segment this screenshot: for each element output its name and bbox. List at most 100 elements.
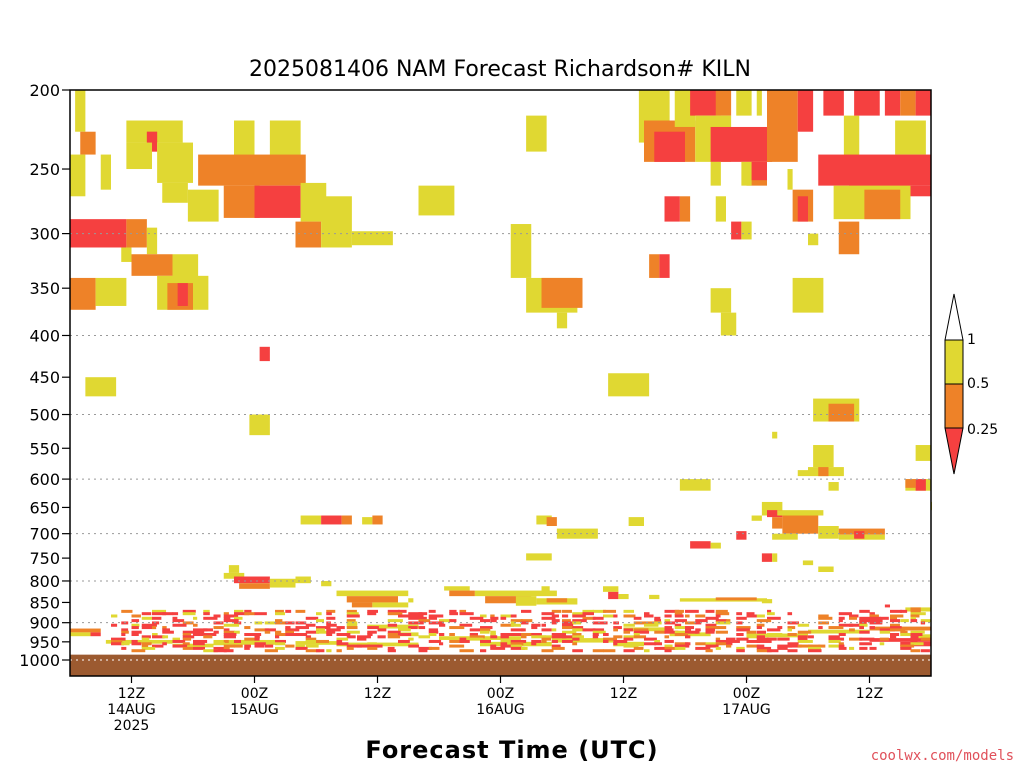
heatmap-streak [418, 621, 424, 625]
heatmap-streak [521, 639, 527, 643]
heatmap-streak [531, 642, 537, 646]
heatmap-cell [767, 90, 798, 162]
heatmap-streak [223, 639, 229, 643]
heatmap-streak [131, 626, 139, 630]
heatmap-streak [920, 619, 931, 623]
heatmap-streak [849, 637, 863, 641]
heatmap-streak [736, 626, 751, 630]
heatmap-streak [859, 630, 870, 634]
heatmap-cell [70, 632, 91, 637]
heatmap-streak [316, 626, 331, 630]
heatmap-streak [510, 614, 517, 618]
heatmap-streak [213, 646, 228, 650]
heatmap-streak [623, 630, 631, 634]
heatmap-cell [767, 510, 783, 518]
heatmap-cell [300, 515, 322, 525]
heatmap-streak [674, 626, 690, 630]
heatmap-cell [341, 515, 352, 525]
heatmap-cell [321, 196, 352, 248]
heatmap-streak [592, 630, 606, 634]
x-tick-label: 00Z [487, 686, 514, 702]
heatmap-streak [746, 635, 762, 639]
heatmap-streak [264, 649, 278, 653]
heatmap-streak [715, 637, 721, 641]
heatmap-streak [869, 646, 877, 650]
heatmap-streak [439, 633, 445, 637]
heatmap-streak [449, 609, 457, 613]
heatmap-streak [859, 637, 875, 641]
heatmap-streak [562, 626, 575, 630]
heatmap-streak [223, 612, 229, 616]
heatmap-streak [510, 639, 524, 643]
heatmap-streak [674, 609, 684, 613]
heatmap-streak [541, 628, 552, 632]
heatmap-streaks [111, 609, 931, 653]
heatmap-streak [715, 642, 728, 646]
heatmap-streak [562, 619, 571, 623]
heatmap-streak [469, 633, 478, 637]
heatmap-streak [469, 616, 484, 620]
heatmap-streak [275, 612, 286, 616]
heatmap-cell [198, 154, 306, 186]
heatmap-streak [305, 630, 320, 634]
heatmap-streak [367, 612, 377, 616]
x-tick-label: 12Z [856, 686, 883, 702]
heatmap-streak [152, 609, 167, 613]
heatmap-streak [367, 633, 373, 637]
heatmap-streak [121, 609, 133, 613]
y-tick-label: 450 [29, 368, 60, 387]
heatmap-streak [879, 637, 889, 641]
heatmap-cell [556, 312, 568, 329]
heatmap-cell [679, 196, 691, 222]
heatmap-cell [346, 596, 398, 603]
y-tick-label: 900 [29, 614, 60, 633]
heatmap-streak [797, 623, 810, 627]
heatmap-streak [582, 628, 596, 632]
heatmap-streak [295, 646, 308, 650]
heatmap-streak [172, 623, 187, 627]
heatmap-cell [761, 599, 773, 604]
heatmap-streak [121, 628, 129, 632]
heatmap-cell [802, 560, 814, 566]
heatmap-streak [531, 635, 547, 639]
y-tick-label: 250 [29, 160, 60, 179]
heatmap-streak [674, 642, 689, 646]
heatmap-streak [408, 637, 414, 641]
y-tick-label: 750 [29, 549, 60, 568]
heatmap-streak [531, 623, 541, 627]
heatmap-streak [869, 612, 875, 616]
heatmap-streak [316, 639, 330, 643]
heatmap-streak [736, 646, 745, 650]
heatmap-cell [336, 642, 419, 647]
heatmap-streak [664, 646, 679, 650]
heatmap-streak [767, 628, 781, 632]
heatmap-streak [346, 623, 358, 627]
ground-fill [70, 654, 931, 676]
heatmap-cell [295, 576, 311, 584]
heatmap-streak [859, 609, 870, 613]
heatmap-streak [890, 635, 897, 639]
heatmap-streak [367, 644, 380, 648]
heatmap-cell [659, 254, 670, 278]
heatmap-cell [741, 221, 752, 240]
heatmap-cells [70, 90, 932, 648]
heatmap-streak [490, 616, 499, 620]
heatmap-cell [854, 531, 865, 539]
y-tick-label: 400 [29, 326, 60, 345]
heatmap-streak [326, 633, 333, 637]
heatmap-cell [828, 482, 839, 491]
heatmap-streak [377, 635, 386, 639]
heatmap-streak [767, 609, 772, 613]
heatmap-streak [838, 616, 845, 620]
heatmap-streak [172, 639, 186, 643]
heatmap-streak [910, 616, 916, 620]
heatmap-streak [213, 642, 225, 646]
x-tick-label: 2025 [114, 718, 150, 734]
heatmap-streak [264, 644, 274, 648]
heatmap-streak [449, 619, 457, 623]
heatmap-streak [582, 609, 594, 613]
heatmap-streak [787, 628, 792, 632]
heatmap-cell [823, 90, 844, 116]
heatmap-streak [808, 644, 821, 648]
heatmap-cell [269, 578, 296, 588]
